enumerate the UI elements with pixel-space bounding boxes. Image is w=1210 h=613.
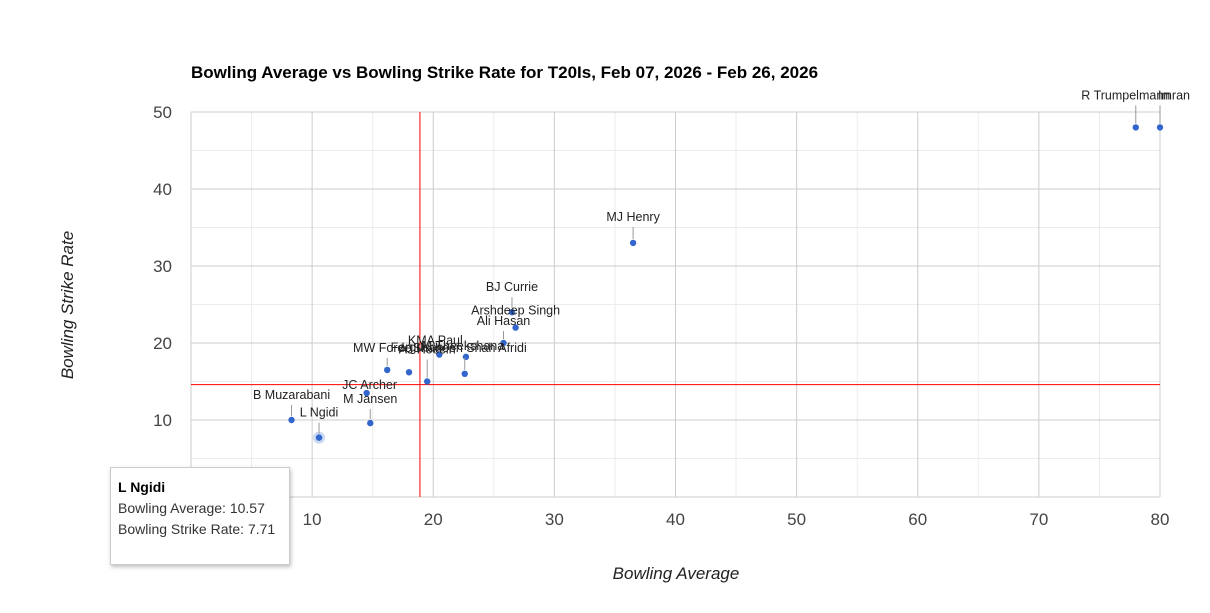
point-label: Imran — [1158, 88, 1190, 102]
y-axis-title: Bowling Strike Rate — [58, 231, 77, 379]
tooltip: L Ngidi Bowling Average: 10.57 Bowling S… — [110, 467, 290, 565]
data-point[interactable] — [508, 309, 516, 316]
y-tick-label: 10 — [153, 411, 172, 430]
data-point[interactable] — [500, 339, 507, 347]
data-points — [288, 124, 1164, 444]
data-point[interactable] — [1132, 124, 1139, 131]
y-tick-label: 20 — [153, 334, 172, 353]
data-point[interactable] — [367, 419, 374, 427]
point-label: R Trumpelmann — [1081, 88, 1170, 102]
data-point[interactable] — [461, 370, 468, 377]
x-tick-label: 80 — [1151, 510, 1170, 529]
point-label: M Theekshana — [422, 339, 505, 353]
x-tick-label: 30 — [545, 510, 564, 529]
reference-lines — [191, 112, 1160, 497]
data-point[interactable] — [405, 369, 413, 376]
data-point[interactable] — [288, 416, 295, 424]
y-tick-label: 40 — [153, 180, 172, 199]
point-label: MW Forde — [353, 341, 411, 355]
x-axis-title: Bowling Average — [613, 564, 740, 583]
data-point[interactable] — [1156, 124, 1164, 131]
point-label: Ferguson — [391, 340, 444, 354]
x-axis-ticks: 10 20 30 40 50 60 70 80 — [303, 510, 1170, 529]
data-point[interactable] — [512, 324, 519, 331]
point-label: AJ Hosein — [399, 343, 456, 357]
data-point[interactable] — [436, 351, 443, 358]
y-tick-label: 30 — [153, 257, 172, 276]
point-label: Ali Hasan — [477, 314, 531, 328]
major-gridlines — [190, 111, 1161, 498]
data-point[interactable] — [423, 378, 431, 385]
chart-title: Bowling Average vs Bowling Strike Rate f… — [191, 63, 818, 82]
tooltip-bowling-strike-rate: Bowling Strike Rate: 7.71 — [118, 521, 276, 537]
point-label: M Jansen — [343, 392, 397, 406]
x-tick-label: 50 — [787, 510, 806, 529]
point-label: L Ngidi — [300, 406, 338, 420]
y-axis-ticks: 10 20 30 40 50 — [153, 103, 172, 430]
x-tick-label: 70 — [1029, 510, 1048, 529]
point-label: JC Archer — [342, 378, 397, 392]
point-label: BJ Currie — [486, 280, 538, 294]
tooltip-title: L Ngidi — [118, 479, 166, 495]
y-tick-label: 50 — [153, 103, 172, 122]
x-tick-label: 10 — [303, 510, 322, 529]
point-label: Arshdeep Singh — [471, 304, 560, 318]
data-point[interactable] — [363, 389, 370, 397]
point-label: Shaheen Shah Afridi — [413, 341, 527, 355]
data-point[interactable] — [315, 434, 323, 441]
x-tick-label: 40 — [666, 510, 685, 529]
point-label: MJ Henry — [606, 210, 660, 224]
x-tick-label: 60 — [908, 510, 927, 529]
tooltip-bowling-average: Bowling Average: 10.57 — [118, 500, 265, 516]
x-tick-label: 20 — [424, 510, 443, 529]
point-label: B Muzarabani — [253, 388, 330, 402]
point-label: KMA Paul — [408, 334, 463, 348]
data-point[interactable] — [384, 366, 391, 374]
data-point[interactable] — [629, 239, 637, 247]
